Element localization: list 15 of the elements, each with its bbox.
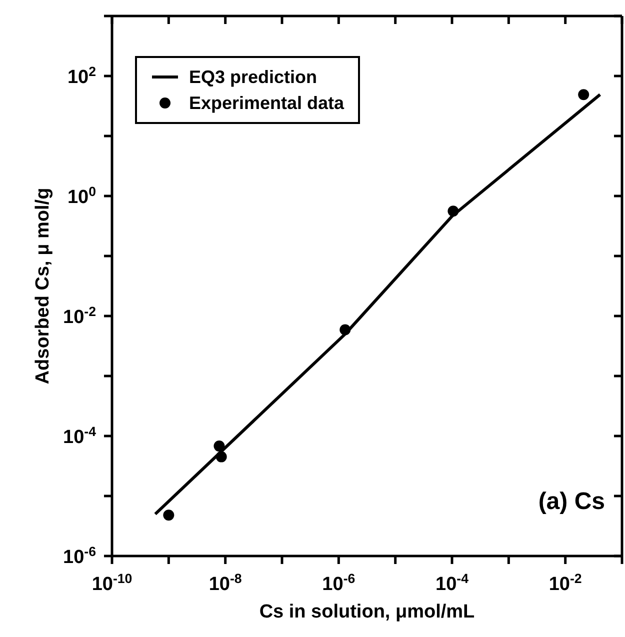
x-tick-label: 10$^{-8}$ (208, 570, 242, 595)
annotation: (a) Cs (538, 488, 605, 516)
x-tick-label: 10$^{-6}$ (322, 570, 356, 595)
x-axis-title: Cs in solution, μmol/mL (259, 601, 476, 622)
y-tick-label: 10$^{-6}$ (63, 544, 96, 568)
legend-label: EQ3 prediction (189, 66, 318, 89)
x-tick-label: 10$^{-4}$ (436, 570, 470, 595)
y-axis-title: Adsorbed Cs, μ mol/g (32, 188, 54, 384)
y-tick-label: 10$^{0}$ (67, 184, 96, 208)
y-tick-label: 10$^{-2}$ (63, 304, 96, 328)
x-tick-label: 10$^{-2}$ (548, 570, 582, 595)
y-tick-label: 10$^{-4}$ (63, 424, 97, 448)
legend-label: Experimental data (189, 92, 344, 115)
y-tick-label: 10$^{2}$ (67, 64, 96, 88)
x-tick-label: 10$^{-10}$ (92, 570, 132, 595)
